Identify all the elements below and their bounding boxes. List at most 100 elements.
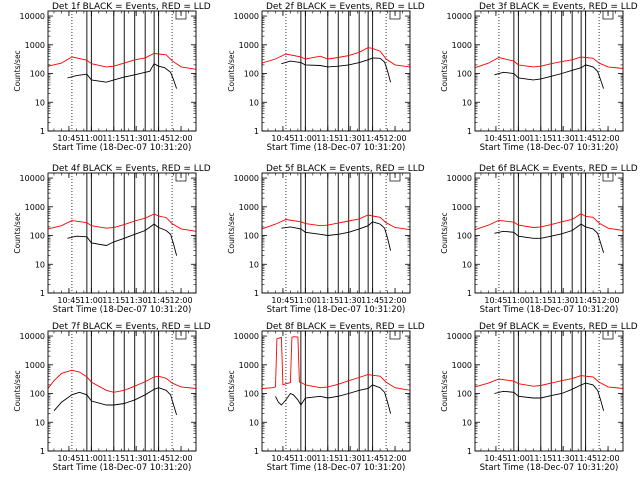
y-axis-label: Counts/sec [13, 212, 22, 253]
y-tick-label: 10000 [447, 12, 472, 21]
x-tick-label: 11:00 [80, 454, 103, 463]
y-tick-label: 10 [249, 260, 259, 269]
x-tick-label: 12:00 [170, 134, 193, 143]
plot-frame [261, 10, 411, 132]
panel-7: Det 7f BLACK = Events, RED = LLD 1 10 100 10… [13, 322, 211, 473]
panel-title: Det 5f BLACK = Events, RED = LLD [266, 164, 425, 174]
panel-title: Det 7f BLACK = Events, RED = LLD [52, 322, 211, 332]
y-tick-label: 1000 [239, 203, 259, 212]
x-tick-label: 11:45 [574, 134, 597, 143]
panel-8: Det 8f BLACK = Events, RED = LLD 1 10 100 10… [227, 322, 425, 473]
y-axis-label: Counts/sec [13, 370, 22, 411]
x-tick-label: 11:30 [552, 454, 575, 463]
y-tick-label: 10000 [447, 332, 472, 341]
y-tick-label: 10000 [234, 332, 259, 341]
series-lld [47, 213, 197, 232]
panel-2: Det 2f BLACK = Events, RED = LLD 1 10 100 10… [227, 2, 425, 153]
x-tick-label: 11:45 [147, 454, 170, 463]
panel-5: Det 5f BLACK = Events, RED = LLD 1 10 100 10… [227, 164, 425, 315]
x-tick-label: 12:00 [597, 134, 620, 143]
x-tick-label: 11:30 [552, 134, 575, 143]
x-axis-label: Start Time (18-Dec-07 10:31:20) [267, 143, 406, 153]
series-events [281, 57, 392, 83]
series-events [275, 384, 392, 414]
x-tick-label: 11:15 [316, 296, 339, 305]
y-tick-label: 1000 [239, 361, 259, 370]
x-tick-label: 12:00 [384, 296, 407, 305]
plot-frame [47, 172, 197, 294]
x-axis-label: Start Time (18-Dec-07 10:31:20) [53, 463, 192, 473]
x-tick-label: 11:45 [147, 134, 170, 143]
y-tick-label: 100 [244, 232, 259, 241]
series-events [67, 223, 178, 256]
y-tick-label: 10000 [20, 174, 45, 183]
x-axis-label: Start Time (18-Dec-07 10:31:20) [480, 463, 619, 473]
x-tick-label: 11:30 [125, 296, 148, 305]
x-tick-label: 11:30 [339, 454, 362, 463]
y-tick-label: 10 [462, 260, 472, 269]
x-tick-label: 12:00 [170, 296, 193, 305]
plot-frame [47, 10, 197, 132]
y-tick-label: 100 [30, 390, 45, 399]
series-lld [474, 213, 624, 231]
x-tick-label: 12:00 [170, 454, 193, 463]
x-tick-label: 11:00 [294, 134, 317, 143]
plot-frame [474, 172, 624, 294]
x-tick-label: 11:15 [102, 296, 125, 305]
y-tick-label: 1 [254, 289, 259, 298]
y-tick-label: 100 [457, 232, 472, 241]
x-tick-label: 10:45 [57, 134, 80, 143]
x-tick-label: 11:00 [80, 134, 103, 143]
x-tick-label: 10:45 [57, 454, 80, 463]
y-tick-label: 100 [244, 70, 259, 79]
y-tick-label: 10 [462, 418, 472, 427]
x-tick-label: 11:45 [574, 454, 597, 463]
y-tick-label: 10 [462, 98, 472, 107]
x-axis-label: Start Time (18-Dec-07 10:31:20) [267, 463, 406, 473]
x-tick-label: 11:45 [574, 296, 597, 305]
x-tick-label: 11:45 [361, 134, 384, 143]
y-axis-label: Counts/sec [227, 212, 236, 253]
x-tick-label: 10:45 [271, 454, 294, 463]
x-tick-label: 12:00 [597, 296, 620, 305]
plot-frame [261, 172, 411, 294]
y-tick-label: 1000 [25, 361, 45, 370]
panel-1: Det 1f BLACK = Events, RED = LLD 1 10 100 10… [13, 2, 211, 153]
panel-3: Det 3f BLACK = Events, RED = LLD 1 10 100 10… [440, 2, 638, 153]
x-tick-label: 11:30 [552, 296, 575, 305]
y-axis-label: Counts/sec [13, 50, 22, 91]
y-tick-label: 1 [467, 127, 472, 136]
y-tick-label: 100 [244, 390, 259, 399]
y-tick-label: 10000 [234, 174, 259, 183]
y-tick-label: 10000 [20, 12, 45, 21]
y-tick-label: 10000 [20, 332, 45, 341]
x-tick-label: 11:15 [316, 454, 339, 463]
y-tick-label: 10 [35, 260, 45, 269]
panel-6: Det 6f BLACK = Events, RED = LLD 1 10 100 10… [440, 164, 638, 315]
y-tick-label: 1 [254, 447, 259, 456]
y-tick-label: 100 [457, 70, 472, 79]
x-tick-label: 11:30 [125, 454, 148, 463]
panel-9: Det 9f BLACK = Events, RED = LLD 1 10 100 10… [440, 322, 638, 473]
y-tick-label: 1000 [452, 41, 472, 50]
x-tick-label: 10:45 [484, 134, 507, 143]
y-tick-label: 1000 [452, 203, 472, 212]
y-tick-label: 100 [30, 232, 45, 241]
y-tick-label: 10 [249, 418, 259, 427]
x-tick-label: 10:45 [484, 454, 507, 463]
y-axis-label: Counts/sec [227, 50, 236, 91]
series-events [494, 223, 605, 253]
series-lld [474, 375, 624, 389]
x-tick-label: 11:00 [294, 296, 317, 305]
x-axis-label: Start Time (18-Dec-07 10:31:20) [53, 143, 192, 153]
series-events [67, 63, 178, 89]
series-lld [261, 47, 411, 68]
y-tick-label: 1000 [452, 361, 472, 370]
y-tick-label: 1000 [25, 41, 45, 50]
x-tick-label: 11:15 [529, 296, 552, 305]
x-axis-label: Start Time (18-Dec-07 10:31:20) [480, 143, 619, 153]
series-lld [47, 369, 197, 393]
x-tick-label: 11:30 [339, 134, 362, 143]
